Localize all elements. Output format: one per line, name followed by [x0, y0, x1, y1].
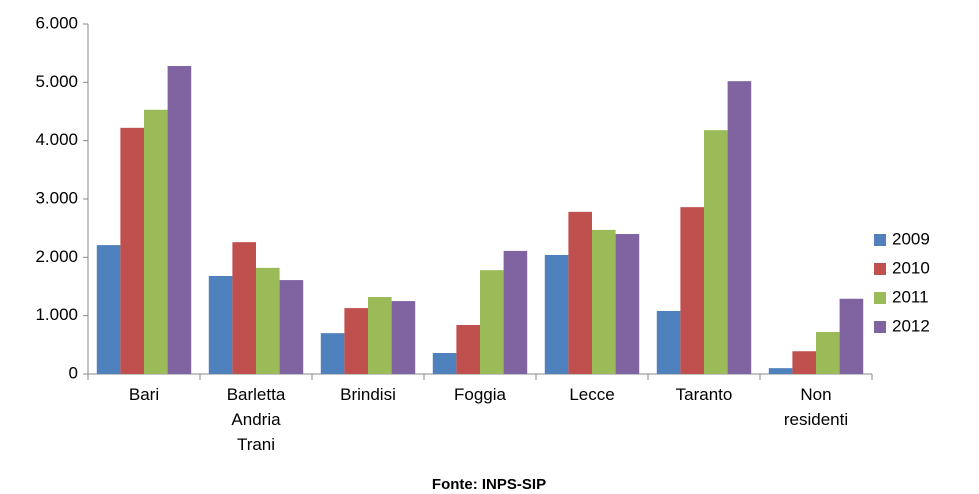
y-tick-label: 3.000 — [35, 188, 78, 207]
x-tick-label: Barletta Andria Trani — [226, 385, 286, 454]
legend-swatch — [874, 321, 886, 333]
x-tick-label: Bari — [128, 385, 160, 404]
bar — [368, 297, 392, 374]
bar — [480, 270, 504, 374]
x-tick-label: Brindisi — [340, 385, 396, 404]
y-tick-label: 6.000 — [35, 13, 78, 32]
bar — [232, 242, 256, 374]
x-tick-label: Lecce — [569, 385, 615, 404]
legend-swatch — [874, 263, 886, 275]
bar — [704, 130, 728, 374]
chart-title: Fonte: INPS-SIP — [432, 476, 546, 493]
legend-swatch — [874, 234, 886, 246]
bar — [727, 81, 752, 375]
bar — [680, 207, 704, 374]
bar — [208, 276, 233, 374]
y-tick-label: 2.000 — [35, 247, 78, 266]
bar — [279, 280, 304, 374]
bar — [167, 66, 192, 374]
legend-label: 2010 — [892, 258, 930, 277]
bar — [568, 211, 592, 374]
bar — [839, 298, 864, 374]
bar — [456, 325, 480, 374]
legend-label: 2012 — [892, 316, 930, 335]
bar — [816, 332, 840, 374]
y-tick-label: 1.000 — [35, 305, 78, 324]
bar — [320, 333, 345, 374]
bar — [768, 368, 793, 374]
legend-label: 2009 — [892, 229, 930, 248]
bar — [432, 353, 457, 374]
bar — [144, 109, 168, 374]
bar — [96, 245, 121, 374]
bar — [503, 250, 528, 374]
bar — [344, 308, 368, 374]
y-tick-label: 5.000 — [35, 72, 78, 91]
y-tick-label: 0 — [69, 363, 78, 382]
y-tick-label: 4.000 — [35, 130, 78, 149]
bar — [592, 229, 616, 374]
legend-swatch — [874, 292, 886, 304]
x-tick-label: Taranto — [675, 385, 733, 404]
bar — [391, 301, 416, 374]
legend-label: 2011 — [892, 287, 929, 306]
bar — [792, 351, 816, 374]
bar — [256, 267, 280, 374]
bar — [615, 234, 640, 374]
x-tick-label: Non residenti — [783, 385, 849, 429]
bar — [544, 255, 569, 374]
bar — [656, 311, 681, 374]
x-tick-label: Foggia — [454, 385, 506, 404]
bar — [120, 127, 144, 374]
